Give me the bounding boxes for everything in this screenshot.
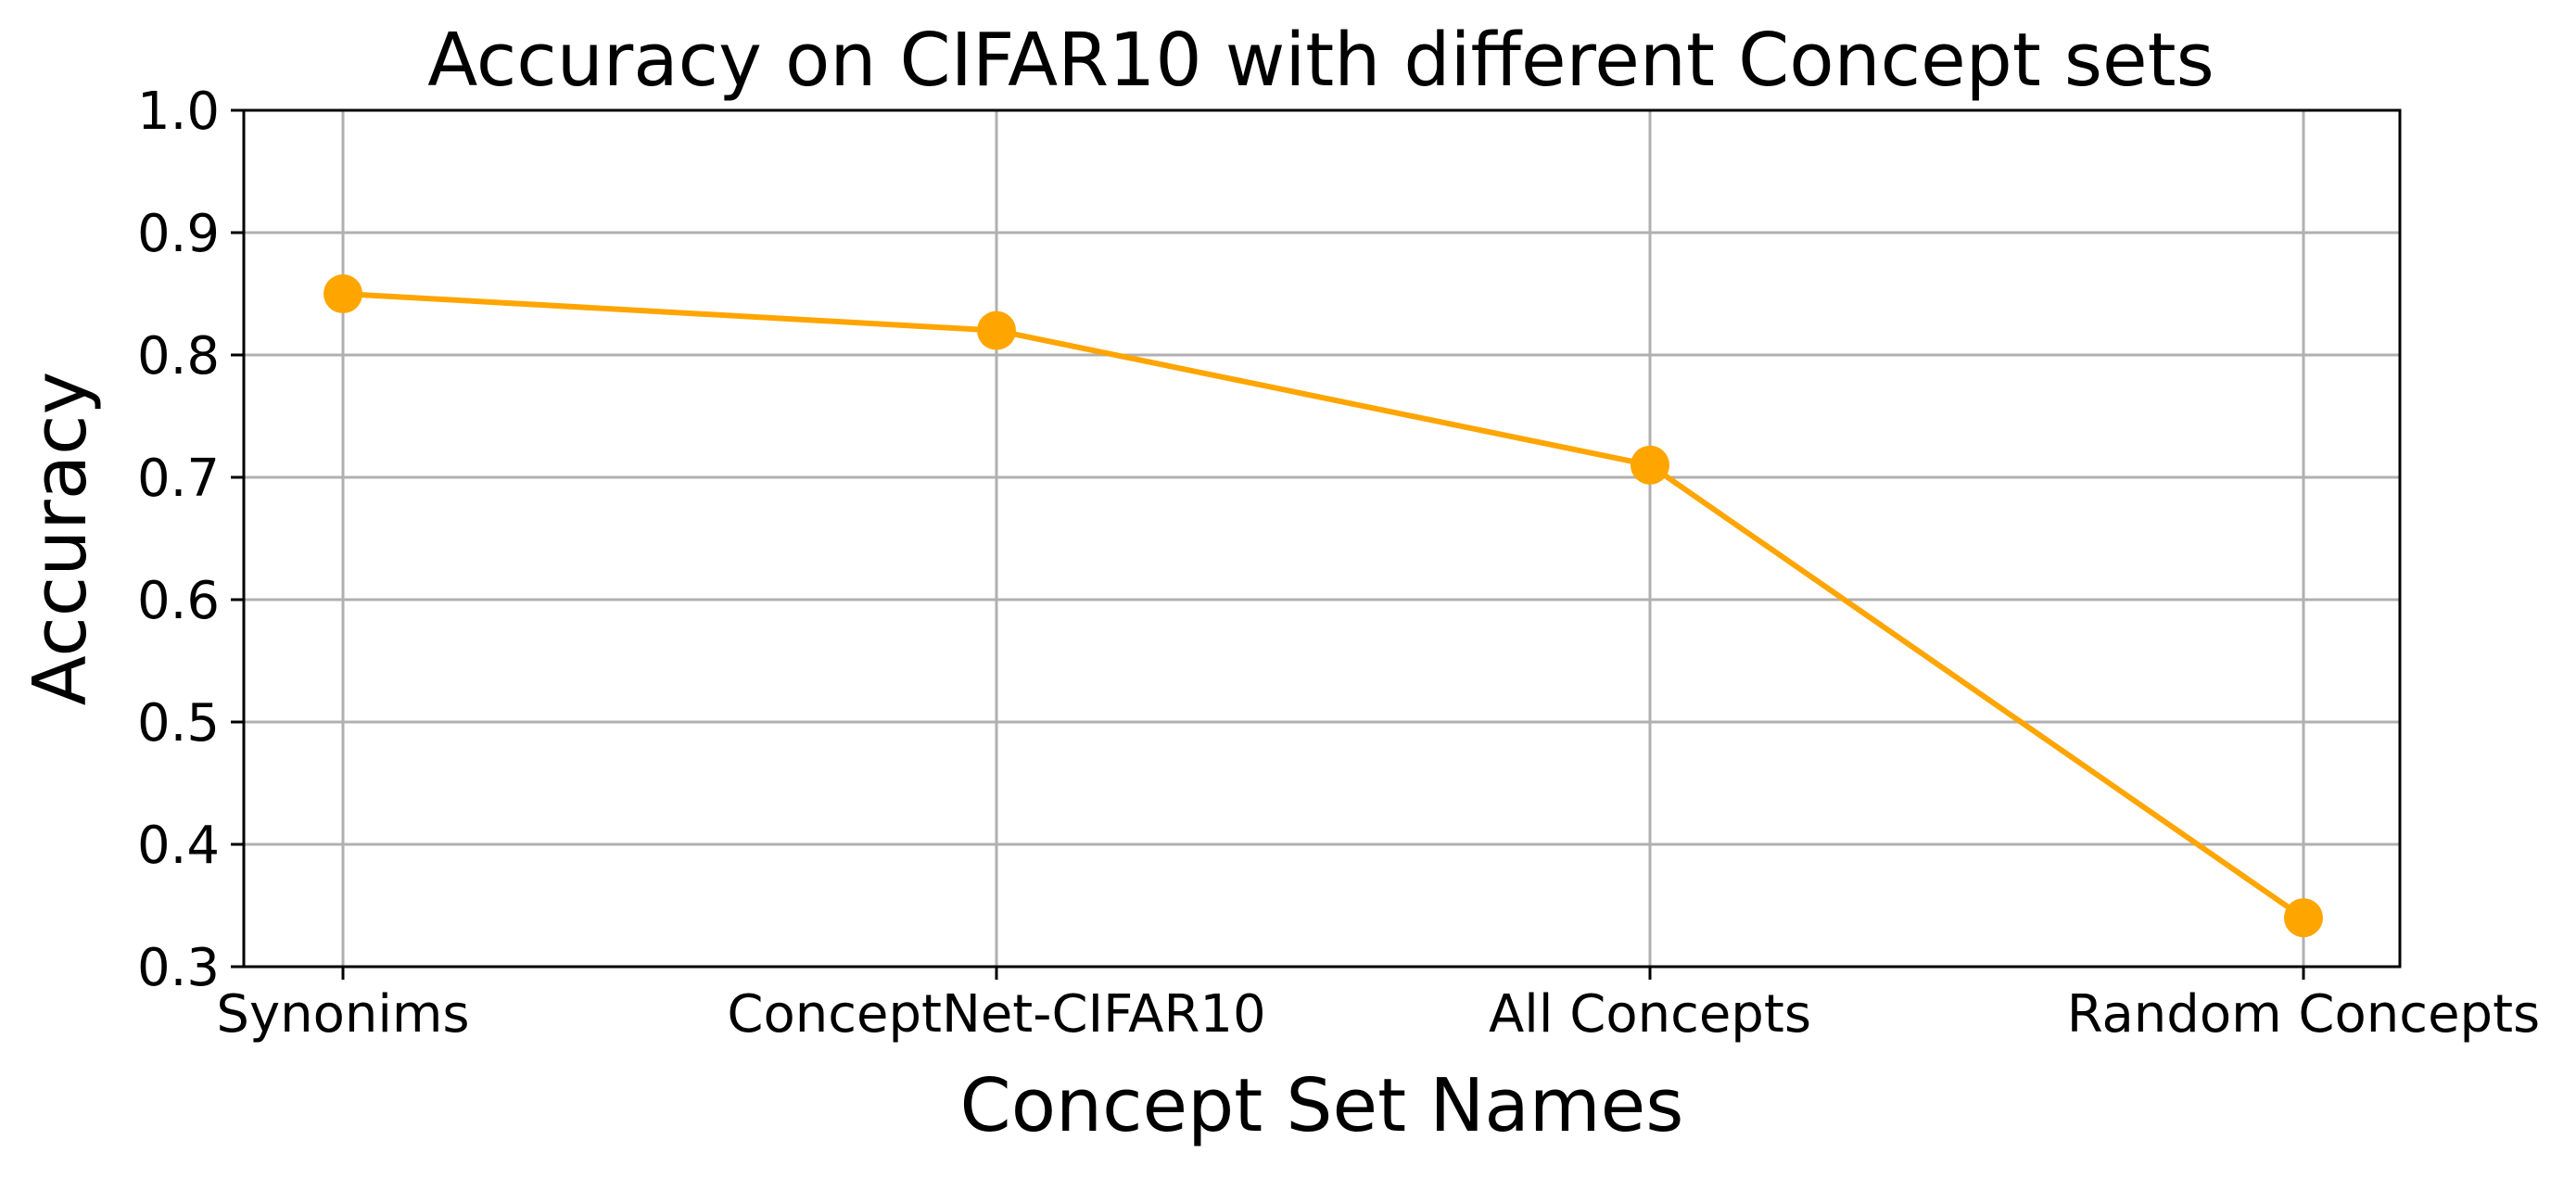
- y-tick-label: 0.9: [137, 204, 220, 264]
- data-point-marker: [324, 274, 362, 313]
- y-tick-label: 0.8: [137, 326, 220, 386]
- x-tick-label: Random Concepts: [2067, 984, 2540, 1045]
- series-line: [342, 291, 2305, 920]
- y-tick-label: 1.0: [137, 82, 220, 142]
- x-tick-label: Synonims: [216, 984, 469, 1045]
- y-tick-label: 0.3: [137, 938, 220, 998]
- tick-layer: 0.3 0.4 0.5 0.6 0.7 0.8 0.9 1.0 Synonims ConceptN…: [137, 82, 2540, 1045]
- y-tick-label: 0.7: [137, 449, 220, 509]
- series-layer: [324, 274, 2323, 938]
- x-tick-label: All Concepts: [1489, 984, 1811, 1045]
- y-tick-label: 0.6: [137, 571, 220, 631]
- chart-title: Accuracy on CIFAR10 with different Conce…: [427, 18, 2214, 103]
- y-axis-label: Accuracy: [18, 372, 103, 706]
- data-point-marker: [2284, 898, 2323, 938]
- data-point-marker: [977, 310, 1016, 350]
- y-tick-label: 0.5: [137, 693, 220, 754]
- x-tick-label: ConceptNet-CIFAR10: [727, 984, 1265, 1045]
- x-axis-label: Concept Set Names: [960, 1063, 1684, 1148]
- data-point-marker: [1631, 445, 1669, 485]
- y-tick-label: 0.4: [137, 816, 220, 876]
- grid-lines: [244, 108, 2400, 969]
- plot-area-frame: [242, 108, 2402, 969]
